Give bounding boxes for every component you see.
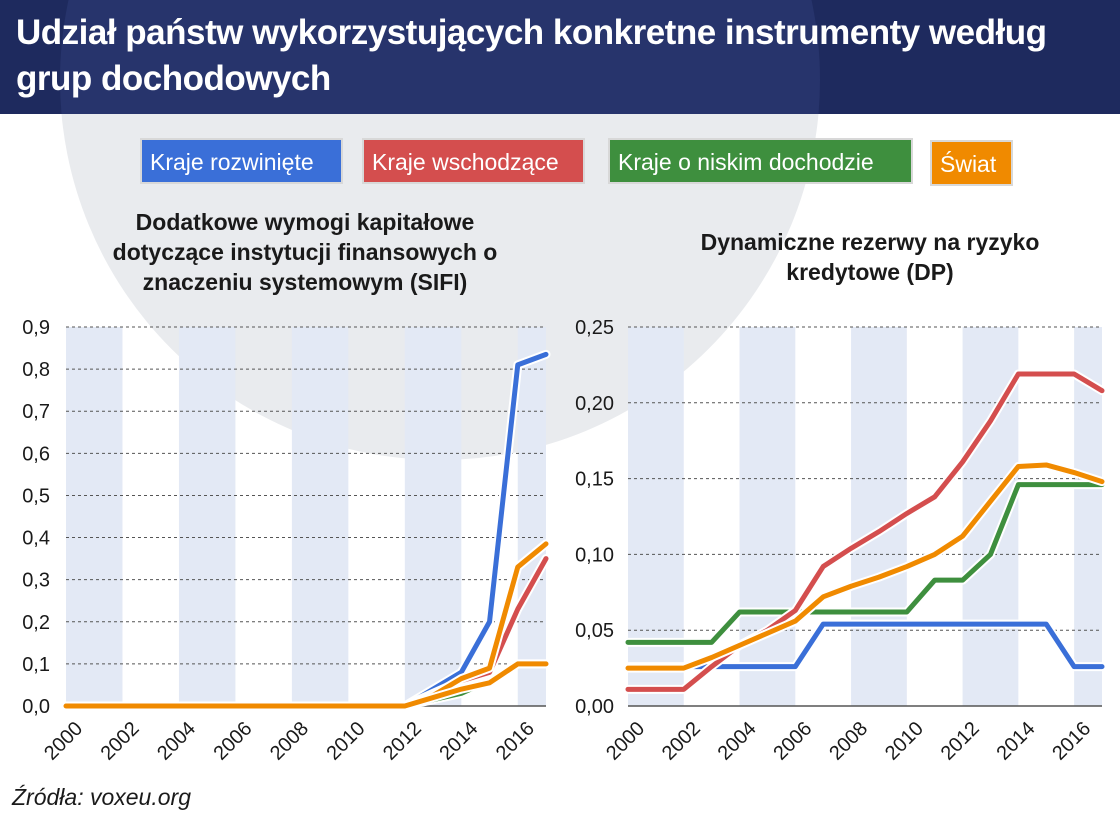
chart1-x-tick-label: 2000 bbox=[602, 718, 649, 765]
chart1-series-line-3 bbox=[625, 462, 1105, 671]
chart0-band bbox=[178, 327, 236, 706]
chart1-y-tick-label: 0,15 bbox=[575, 469, 614, 491]
chart1-y-tick-label: 0,05 bbox=[575, 620, 614, 642]
chart0-y-tick-label: 0,2 bbox=[22, 612, 50, 634]
chart0-series-line-4 bbox=[63, 661, 549, 709]
chart0-y-tick-label: 0,7 bbox=[22, 401, 50, 423]
source-note: Źródła: voxeu.org bbox=[12, 784, 191, 810]
chart0-x-tick-label: 2008 bbox=[266, 718, 313, 765]
chart0-y-tick-label: 0,4 bbox=[22, 528, 50, 550]
legend-item-kraje-wschodzace: Kraje wschodzące bbox=[362, 138, 585, 184]
chart0-band bbox=[66, 327, 123, 706]
chart0-band bbox=[291, 327, 349, 706]
chart0-band bbox=[404, 327, 462, 706]
chart1-x-tick-label: 2004 bbox=[714, 718, 761, 765]
chart1-x-tick-label: 2008 bbox=[825, 718, 872, 765]
chart0-band bbox=[517, 327, 546, 706]
chart0-x-tick-label: 2012 bbox=[379, 718, 426, 765]
legend-item-kraje-rozwiniete: Kraje rozwinięte bbox=[140, 138, 343, 184]
chart1-x-tick-label: 2012 bbox=[937, 718, 984, 765]
chart0-y-tick-label: 0,3 bbox=[22, 570, 50, 592]
chart1-series-line-2 bbox=[625, 371, 1105, 692]
chart1-x-tick-label: 2002 bbox=[658, 718, 705, 765]
chart0-y-tick-label: 0,0 bbox=[22, 696, 50, 718]
chart1-y-tick-label: 0,25 bbox=[575, 317, 614, 339]
chart1-band bbox=[739, 327, 796, 706]
header-watermark bbox=[60, 0, 820, 114]
chart1-y-tick-label: 0,10 bbox=[575, 544, 614, 566]
chart1-x-tick-label: 2006 bbox=[769, 718, 816, 765]
chart0-y-tick-label: 0,8 bbox=[22, 359, 50, 381]
chart0-x-tick-label: 2010 bbox=[322, 718, 369, 765]
chart0-y-tick-label: 0,6 bbox=[22, 443, 50, 465]
chart-title-dp: Dynamiczne rezerwy na ryzyko kredytowe (… bbox=[700, 229, 1040, 285]
chart0-x-tick-label: 2002 bbox=[97, 718, 144, 765]
chart0-x-tick-label: 2004 bbox=[153, 718, 200, 765]
chart1-band bbox=[628, 327, 684, 706]
chart0-y-tick-label: 0,9 bbox=[22, 317, 50, 339]
chart0-x-tick-label: 2016 bbox=[492, 718, 539, 765]
chart1-y-tick-label: 0,20 bbox=[575, 393, 614, 415]
chart1-x-tick-label: 2016 bbox=[1048, 718, 1095, 765]
legend-item-kraje-o-niskim-dochodzie: Kraje o niskim dochodzie bbox=[608, 138, 913, 184]
legend-item-swiat: Świat bbox=[930, 140, 1013, 186]
chart0-x-tick-label: 2014 bbox=[435, 718, 482, 765]
chart1-y-tick-label: 0,00 bbox=[575, 696, 614, 718]
chart1-series-line-1 bbox=[625, 482, 1105, 645]
chart1-x-tick-label: 2010 bbox=[881, 718, 928, 765]
chart0-y-tick-label: 0,5 bbox=[22, 485, 50, 507]
chart0-x-tick-label: 2000 bbox=[40, 718, 87, 765]
header: Udział państw wykorzystujących konkretne… bbox=[0, 0, 1120, 114]
page-title: Udział państw wykorzystujących konkretne… bbox=[16, 13, 1047, 98]
chart0-y-tick-label: 0,1 bbox=[22, 654, 50, 676]
chart0-x-tick-label: 2006 bbox=[210, 718, 257, 765]
chart1-x-tick-label: 2014 bbox=[992, 718, 1039, 765]
chart-title-sifi: Dodatkowe wymogi kapitałowe dotyczące in… bbox=[112, 209, 498, 295]
